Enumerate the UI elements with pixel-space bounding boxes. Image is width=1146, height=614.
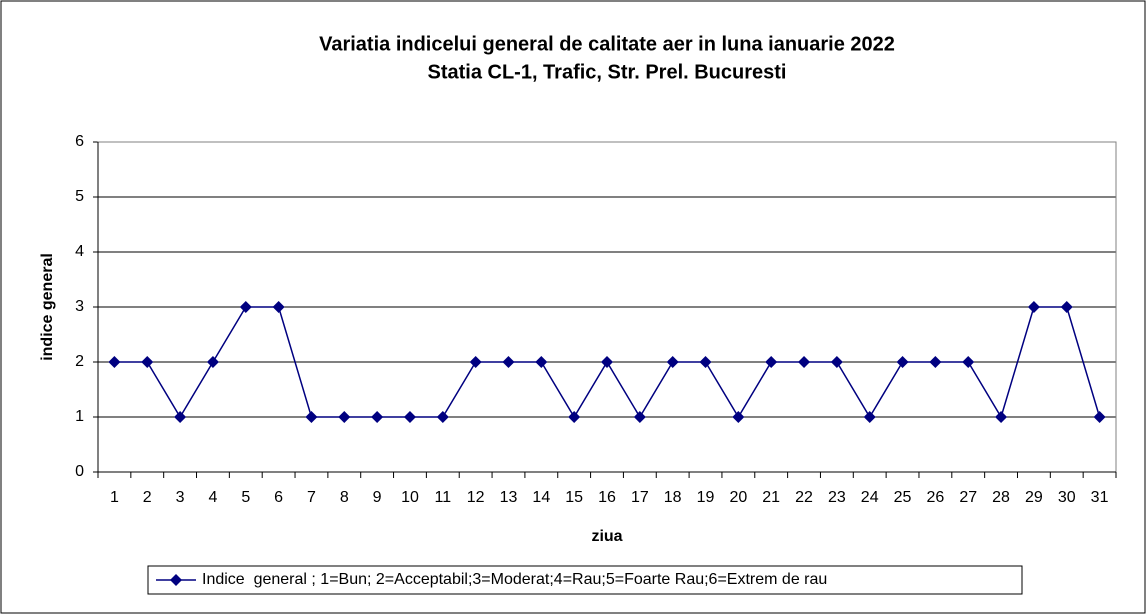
data-point: [174, 411, 187, 423]
data-point: [830, 356, 843, 368]
x-tick-label: 17: [631, 489, 649, 506]
x-tick-label: 23: [828, 489, 846, 506]
data-point: [962, 356, 975, 368]
x-tick-label: 3: [176, 489, 185, 506]
x-tick-label: 1: [110, 489, 119, 506]
data-point: [1093, 411, 1106, 423]
x-tick-label: 15: [565, 489, 583, 506]
legend-label: Indice general ; 1=Bun; 2=Acceptabil;3=M…: [202, 571, 827, 588]
data-point: [436, 411, 449, 423]
data-point: [141, 356, 154, 368]
data-point: [765, 356, 778, 368]
y-tick-label: 4: [75, 243, 84, 260]
data-point: [469, 356, 482, 368]
data-point: [633, 411, 646, 423]
x-tick-label: 20: [729, 489, 747, 506]
x-tick-label: 31: [1091, 489, 1109, 506]
x-tick-label: 13: [500, 489, 518, 506]
x-tick-label: 7: [307, 489, 316, 506]
x-tick-label: 16: [598, 489, 616, 506]
x-axis-title: ziua: [591, 528, 622, 545]
x-tick-label: 4: [208, 489, 217, 506]
x-tick-label: 21: [762, 489, 780, 506]
x-tick-label: 11: [435, 489, 452, 506]
x-tick-label: 22: [795, 489, 813, 506]
data-point: [601, 356, 613, 368]
y-tick-label: 6: [75, 133, 84, 150]
legend-box: [147, 565, 1023, 595]
data-point: [108, 356, 121, 368]
data-point: [338, 411, 351, 423]
x-tick-label: 25: [894, 489, 912, 506]
data-point: [535, 356, 548, 368]
data-point: [732, 411, 745, 423]
data-point: [1027, 301, 1040, 313]
x-tick-label: 14: [532, 489, 550, 506]
y-tick-label: 0: [75, 463, 84, 480]
x-tick-label: 18: [664, 489, 682, 506]
chart-subtitle: Statia CL-1, Trafic, Str. Prel. Bucurest…: [427, 61, 786, 83]
y-tick-label: 1: [75, 408, 84, 425]
y-axis-title: indice general: [39, 253, 56, 361]
x-tick-label: 26: [926, 489, 944, 506]
x-tick-label: 9: [373, 489, 382, 506]
data-point: [699, 356, 712, 368]
data-point: [239, 301, 252, 313]
x-tick-label: 10: [401, 489, 419, 506]
x-tick-label: 8: [340, 489, 349, 506]
chart-title: Variatia indicelui general de calitate a…: [319, 33, 895, 55]
y-tick-label: 5: [75, 188, 84, 205]
data-point: [305, 411, 318, 423]
data-point: [272, 301, 285, 313]
y-tick-label: 3: [75, 298, 84, 315]
data-point: [863, 411, 876, 423]
data-point: [206, 356, 219, 368]
legend-marker: [170, 574, 182, 586]
data-point: [1060, 301, 1073, 313]
x-tick-label: 19: [697, 489, 715, 506]
x-tick-label: 6: [274, 489, 283, 506]
x-tick-label: 24: [861, 489, 879, 506]
x-tick-label: 27: [959, 489, 977, 506]
x-tick-label: 5: [241, 489, 250, 506]
data-point: [896, 356, 909, 368]
data-point: [929, 356, 942, 368]
data-point: [371, 411, 384, 423]
x-tick-label: 29: [1025, 489, 1043, 506]
data-point: [798, 356, 811, 368]
x-tick-label: 30: [1058, 489, 1076, 506]
y-tick-label: 2: [75, 353, 84, 370]
data-point: [995, 411, 1008, 423]
data-point: [502, 356, 515, 368]
data-point: [666, 356, 679, 368]
x-tick-label: 12: [467, 489, 485, 506]
data-point: [403, 411, 416, 423]
x-tick-label: 2: [143, 489, 152, 506]
data-point: [568, 411, 581, 423]
x-tick-label: 28: [992, 489, 1010, 506]
